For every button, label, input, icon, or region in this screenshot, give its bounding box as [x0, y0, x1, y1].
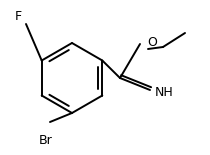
Text: NH: NH: [155, 86, 174, 100]
Text: Br: Br: [39, 135, 53, 148]
Text: O: O: [147, 36, 157, 49]
Text: F: F: [15, 11, 22, 24]
